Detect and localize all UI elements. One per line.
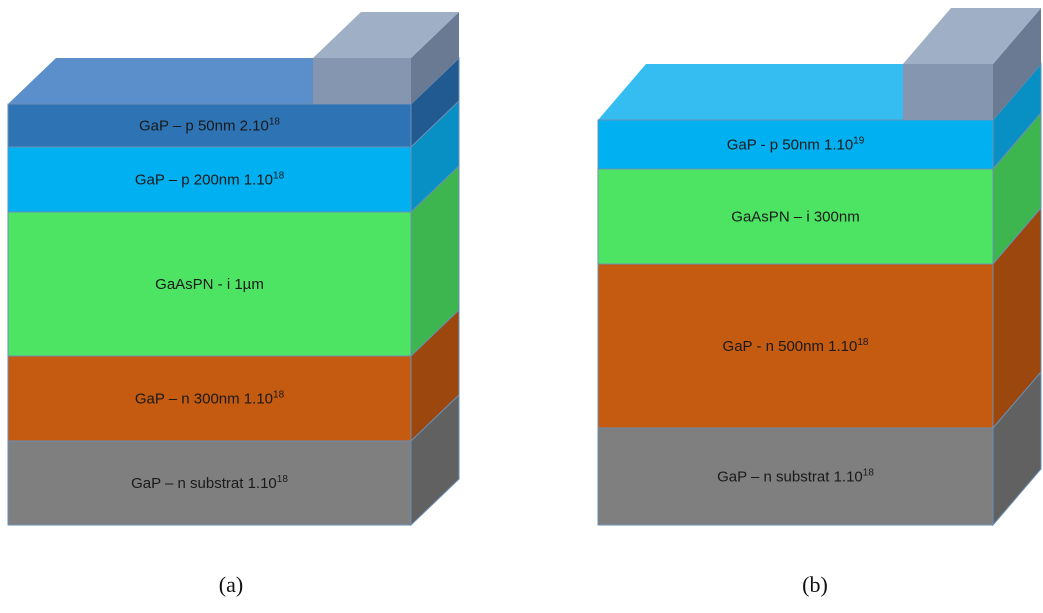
layer-front-face bbox=[597, 263, 994, 429]
contact-front-face bbox=[903, 64, 993, 120]
caption-a: (a) bbox=[219, 572, 243, 597]
doping-exponent: 18 bbox=[863, 468, 875, 479]
layer-1: GaP - p 50nm 1.1019 bbox=[597, 62, 1042, 171]
layer-2: GaAsPN – i 300nm bbox=[597, 111, 1042, 266]
layer-label: GaAsPN – i 300nm bbox=[731, 209, 859, 226]
layer-3: GaP - n 500nm 1.1018 bbox=[597, 206, 1042, 430]
doping-exponent: 18 bbox=[273, 171, 285, 182]
layer-1: GaP – p 50nm 2.1018 bbox=[7, 56, 460, 149]
layer-2: GaP – p 200nm 1.1018 bbox=[7, 99, 460, 214]
layer-label: GaP – n substrat 1.1018 bbox=[717, 468, 874, 486]
layer-stack-a: GaP – p 50nm 2.1018 GaP – p 200nm 1.1018 G… bbox=[7, 12, 460, 527]
layer-label: GaP – p 50nm 2.1018 bbox=[139, 117, 280, 135]
contact-block bbox=[313, 12, 459, 104]
layer-label: GaP – n substrat 1.1018 bbox=[131, 474, 288, 492]
layer-label: GaP - n 500nm 1.1018 bbox=[723, 337, 869, 355]
layer-stack-b: GaP - p 50nm 1.1019 GaAsPN – i 300nm GaP -… bbox=[597, 8, 1042, 527]
contact-top-face bbox=[313, 12, 459, 58]
contact-top-face bbox=[903, 8, 1041, 64]
doping-exponent: 18 bbox=[857, 337, 869, 348]
contact-block bbox=[903, 8, 1041, 120]
layer-front-face bbox=[7, 355, 412, 442]
doping-exponent: 18 bbox=[269, 117, 281, 128]
layer-5: GaP – n substrat 1.1018 bbox=[7, 393, 460, 527]
layer-front-face bbox=[7, 440, 412, 526]
layer-3: GaAsPN - i 1µm bbox=[7, 164, 460, 358]
contact-front-face bbox=[313, 58, 411, 104]
doping-exponent: 19 bbox=[853, 136, 865, 147]
doping-exponent: 18 bbox=[277, 474, 289, 485]
contact-side-face bbox=[993, 8, 1041, 120]
contact-side-face bbox=[411, 12, 459, 104]
layer-4: GaP – n substrat 1.1018 bbox=[597, 370, 1042, 527]
layer-label: GaP - p 50nm 1.1019 bbox=[727, 136, 865, 154]
layer-label: GaAsPN - i 1µm bbox=[155, 276, 264, 293]
layer-label: GaP – p 200nm 1.1018 bbox=[135, 171, 285, 189]
layer-front-face bbox=[597, 427, 994, 526]
layer-front-face bbox=[597, 119, 994, 170]
caption-b: (b) bbox=[802, 572, 828, 597]
layer-front-face bbox=[597, 168, 994, 265]
doping-exponent: 18 bbox=[273, 390, 285, 401]
layer-front-face bbox=[7, 103, 412, 148]
layer-front-face bbox=[7, 146, 412, 213]
layer-label: GaP – n 300nm 1.1018 bbox=[135, 390, 285, 408]
layer-front-face bbox=[7, 211, 412, 357]
layer-4: GaP – n 300nm 1.1018 bbox=[7, 308, 460, 443]
